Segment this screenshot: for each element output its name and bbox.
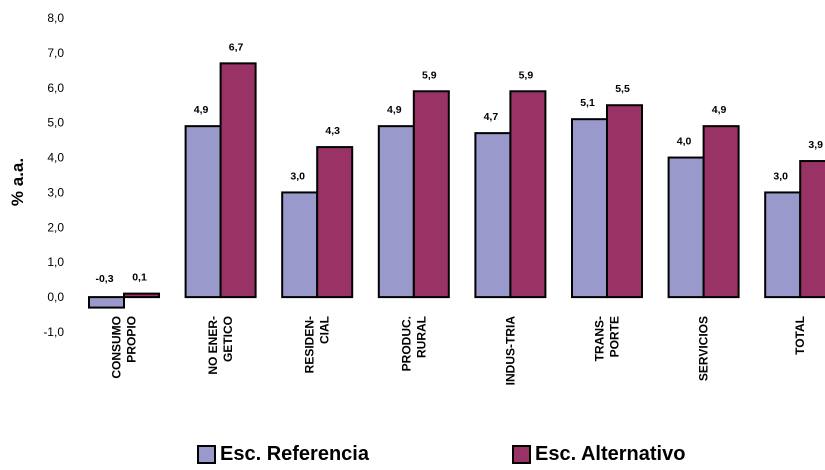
data-label: 4,0 bbox=[677, 136, 692, 148]
y-axis-label: % a.a. bbox=[8, 158, 27, 206]
bar-marks bbox=[88, 62, 825, 309]
legend-item-alternativo: Esc. Alternativo bbox=[512, 442, 685, 466]
category-label: PROPIO bbox=[125, 316, 139, 363]
legend-item-referencia: Esc. Referencia bbox=[197, 442, 369, 466]
bar-alternativo bbox=[799, 160, 825, 299]
legend-swatch-referencia bbox=[197, 444, 216, 464]
bar-alternativo bbox=[702, 125, 740, 299]
bar-alternativo bbox=[316, 146, 354, 299]
category-label: RESIDEN- bbox=[303, 316, 317, 373]
data-labels: -0,3 0,1 4,9 6,7 3,0 4,3 4,9 5,9 4,7 5,9 5,1 5,5 4,0… bbox=[95, 41, 823, 285]
legend-label-alternativo: Esc. Alternativo bbox=[535, 442, 686, 465]
y-tick-label: 1,0 bbox=[47, 255, 64, 269]
category-label: NO ENER- bbox=[206, 316, 220, 375]
y-tick-labels: 8,0 7,0 6,0 5,0 4,0 3,0 2,0 1,0 0,0 -1,0 bbox=[43, 11, 64, 339]
category-label: PORTE bbox=[608, 316, 622, 357]
bar-referencia bbox=[571, 118, 608, 299]
data-label: 0,1 bbox=[132, 272, 147, 284]
y-tick-label: -1,0 bbox=[43, 325, 64, 339]
data-label: 4,7 bbox=[484, 111, 499, 123]
bar-referencia bbox=[764, 191, 802, 299]
bar-alternativo bbox=[412, 90, 450, 299]
bar-alternativo bbox=[219, 62, 257, 299]
y-tick-label: 0,0 bbox=[47, 290, 64, 304]
data-label: 4,9 bbox=[387, 104, 402, 116]
y-tick-label: 5,0 bbox=[47, 116, 64, 130]
data-label: 3,0 bbox=[773, 170, 788, 182]
category-label: TRANS- bbox=[593, 316, 607, 361]
y-tick-label: 8,0 bbox=[47, 11, 64, 25]
category-label: GETICO bbox=[221, 316, 235, 362]
bar-alternativo bbox=[123, 292, 160, 299]
bar-referencia bbox=[667, 156, 705, 299]
bar-alternativo bbox=[606, 104, 643, 299]
data-label: 4,9 bbox=[712, 104, 727, 116]
category-label: RURAL bbox=[414, 316, 428, 358]
y-tick-label: 7,0 bbox=[47, 46, 64, 60]
bar-referencia bbox=[377, 125, 415, 299]
category-labels: CONSUMO PROPIO NO ENER- GETICO RESIDEN- CIAL P… bbox=[110, 316, 808, 386]
category-label: CONSUMO bbox=[110, 316, 124, 379]
y-tick-label: 4,0 bbox=[47, 151, 64, 165]
data-label: 3,0 bbox=[290, 170, 305, 182]
data-label: 5,9 bbox=[422, 69, 437, 81]
data-label: 4,9 bbox=[194, 104, 209, 116]
bar-referencia bbox=[184, 125, 222, 299]
category-label: CIAL bbox=[318, 316, 332, 344]
bar-alternativo bbox=[509, 90, 547, 299]
data-label: -0,3 bbox=[95, 273, 113, 285]
data-label: 5,9 bbox=[519, 69, 534, 81]
category-label: PRODUC. bbox=[399, 316, 413, 371]
data-label: 5,5 bbox=[615, 83, 630, 95]
y-tick-label: 3,0 bbox=[47, 185, 64, 199]
y-tick-label: 2,0 bbox=[47, 220, 64, 234]
bar-referencia bbox=[474, 132, 512, 299]
bar-referencia bbox=[281, 191, 319, 299]
data-label: 4,3 bbox=[325, 125, 340, 137]
y-tick-label: 6,0 bbox=[47, 81, 64, 95]
data-label: 3,9 bbox=[808, 139, 823, 151]
data-label: 6,7 bbox=[229, 41, 244, 53]
bar-referencia bbox=[88, 296, 125, 309]
category-label: TOTAL bbox=[793, 316, 807, 355]
legend-label-referencia: Esc. Referencia bbox=[220, 442, 369, 465]
data-label: 5,1 bbox=[580, 97, 595, 109]
legend-swatch-alternativo bbox=[512, 444, 531, 464]
category-label: SERVICIOS bbox=[697, 316, 711, 381]
category-label: INDUS-TRIA bbox=[503, 316, 517, 386]
